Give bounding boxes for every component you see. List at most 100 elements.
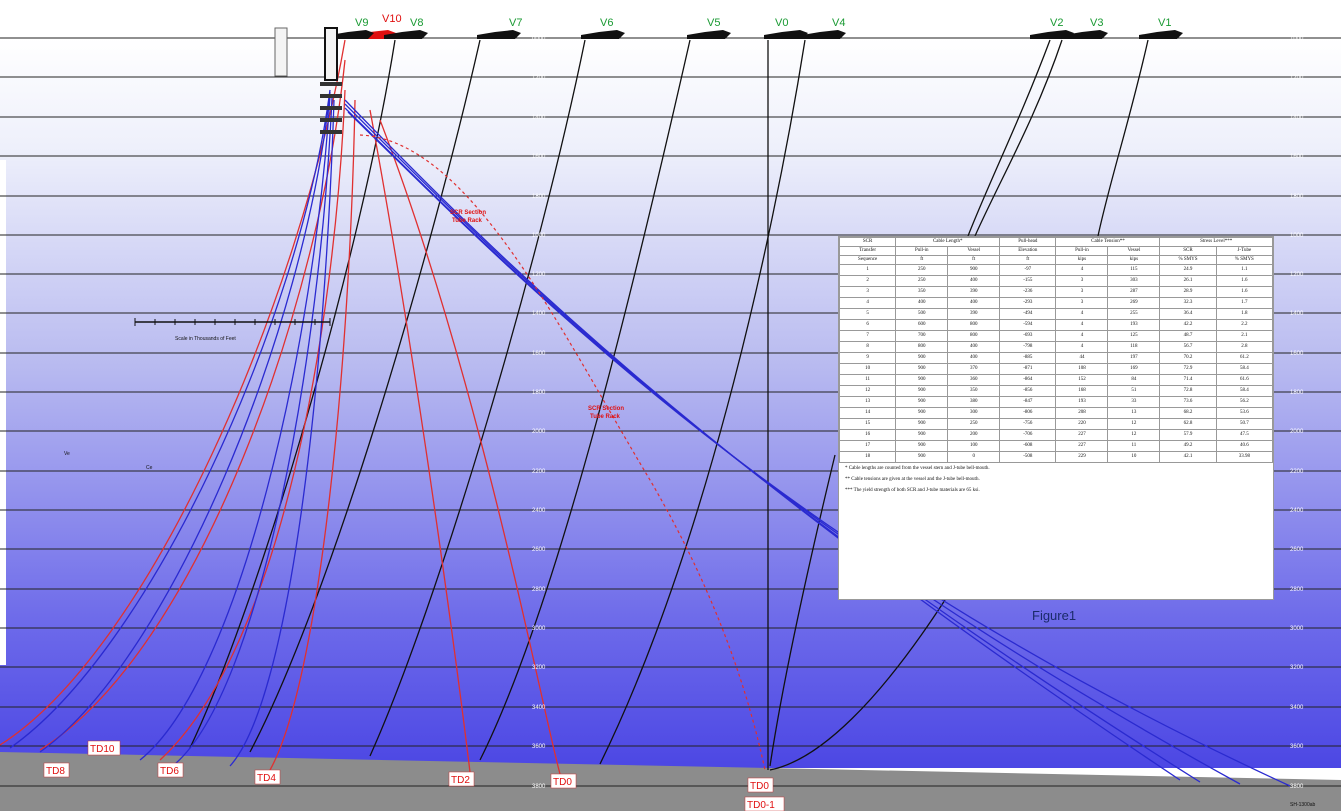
tether-path xyxy=(344,103,1201,783)
col-pull-head: Pull-head xyxy=(999,237,1057,247)
depth-label: 1200 xyxy=(532,75,546,81)
vessel-hull xyxy=(384,30,428,39)
table-cell: 900 xyxy=(895,374,949,386)
depth-label: 2000 xyxy=(532,429,546,435)
mooring-line xyxy=(967,39,1051,237)
table-cell: -798 xyxy=(999,341,1057,353)
table-cell: 3 xyxy=(1055,297,1109,309)
table-cell: 58.4 xyxy=(1215,363,1274,375)
table-cell: 287 xyxy=(1107,286,1161,298)
vessel-label: V7 xyxy=(509,17,522,29)
table-cell: 400 xyxy=(895,297,949,309)
platform-column-right xyxy=(324,27,338,81)
vessel-label: V9 xyxy=(355,17,368,29)
vessel-hull xyxy=(1139,30,1183,39)
table-cell: 4 xyxy=(838,297,897,309)
table-cell: 3 xyxy=(1055,286,1109,298)
vessel-label: V1 xyxy=(1158,17,1171,29)
table-cell: 4 xyxy=(1055,264,1109,276)
unit-header: % SMYS xyxy=(1215,255,1274,265)
table-cell: 13 xyxy=(1107,407,1161,419)
table-cell: 49.2 xyxy=(1159,440,1217,452)
table-cell: 7 xyxy=(838,330,897,342)
table-cell: 68.2 xyxy=(1159,407,1217,419)
figure-caption: Figure1 xyxy=(1032,608,1076,623)
col-cable-tension: Cable Tension** xyxy=(1055,237,1161,247)
table-row: 6 600 800 -594 4 193 42.2 2.2 xyxy=(838,319,1274,331)
depth-label: 3600 xyxy=(1290,744,1304,750)
depth-label: 2200 xyxy=(1290,469,1304,475)
table-cell: 12 xyxy=(1107,429,1161,441)
table-cell: 115 xyxy=(1107,264,1161,276)
scr-section-annotation-2-line2: Tube Rack xyxy=(590,414,621,420)
table-row: 18 900 0 -508 229 10 42.1 33.98 xyxy=(838,451,1274,463)
depth-label: 1200 xyxy=(1290,75,1304,81)
vessel-label: V5 xyxy=(707,17,720,29)
sub-header: J-Tube xyxy=(1215,246,1274,256)
table-cell: 220 xyxy=(1055,418,1109,430)
left-margin-strip xyxy=(0,160,6,665)
scr-section-annotation-1-line2: Tube Rack xyxy=(452,218,483,224)
touchdown-label: TD0 xyxy=(553,777,572,788)
table-cell: 900 xyxy=(895,451,949,463)
scr-path xyxy=(369,109,471,773)
table-cell: 10 xyxy=(838,363,897,375)
table-cell: 13 xyxy=(838,396,897,408)
table-cell: 900 xyxy=(947,264,1001,276)
table-cell: 118 xyxy=(1107,341,1161,353)
vessel-label: V2 xyxy=(1050,17,1063,29)
touchdown-box xyxy=(747,777,774,793)
table-cell: 24.9 xyxy=(1159,264,1217,276)
table-cell: 250 xyxy=(947,418,1001,430)
touchdown-label: TD6 xyxy=(160,766,179,777)
depth-label: 1600 xyxy=(532,351,546,357)
table-cell: 2 xyxy=(838,275,897,287)
table-cell: -806 xyxy=(999,407,1057,419)
table-cell: 3 xyxy=(838,286,897,298)
table-cell: 500 xyxy=(895,308,949,320)
table-cell: 300 xyxy=(947,407,1001,419)
touchdown-label: TD0 xyxy=(750,781,769,792)
table-cell: -155 xyxy=(999,275,1057,287)
touchdown-label: TD10 xyxy=(90,744,115,755)
depth-label: 2600 xyxy=(532,547,546,553)
table-cell: 50.7 xyxy=(1215,418,1274,430)
table-row: 7 700 800 -693 4 125 48.7 2.1 xyxy=(838,330,1274,342)
table-cell: 51 xyxy=(1107,385,1161,397)
table-cell: 42.1 xyxy=(1159,451,1217,463)
scr-paths xyxy=(0,39,561,775)
table-cell: -608 xyxy=(999,440,1057,452)
depth-label: 1400 xyxy=(532,311,546,317)
table-row: 15 900 250 -756 220 12 62.8 50.7 xyxy=(838,418,1274,430)
vessel-hull xyxy=(687,30,731,39)
table-cell: 33.98 xyxy=(1215,451,1274,463)
seabed xyxy=(0,752,1341,811)
table-cell: 1.8 xyxy=(1215,308,1274,320)
table-cell: 168 xyxy=(1055,385,1109,397)
table-cell: 26.1 xyxy=(1159,275,1217,287)
depth-label: 2400 xyxy=(1290,508,1304,514)
table-cell: 4 xyxy=(1055,341,1109,353)
sub-header: Transfer xyxy=(838,246,897,256)
depth-label: 3200 xyxy=(1290,665,1304,671)
table-cell: 800 xyxy=(895,341,949,353)
table-cell: 1.7 xyxy=(1215,297,1274,309)
table-cell: -97 xyxy=(999,264,1057,276)
table-cell: 72.8 xyxy=(1159,385,1217,397)
table-cell: -871 xyxy=(999,363,1057,375)
table-cell: 16 xyxy=(838,429,897,441)
depth-label: 3200 xyxy=(532,665,546,671)
col-cable-length: Cable Length* xyxy=(895,237,1001,247)
table-cell: 250 xyxy=(895,275,949,287)
table-row: 5 500 390 -494 4 255 36.4 1.8 xyxy=(838,308,1274,320)
depth-label: 1800 xyxy=(532,194,546,200)
vessel-hull xyxy=(330,30,374,39)
depth-label: 2600 xyxy=(1290,547,1304,553)
table-cell: 227 xyxy=(1055,429,1109,441)
corner-reference: SH-1300ab xyxy=(1290,802,1316,808)
table-cell: 1.6 xyxy=(1215,275,1274,287)
table-cell: 1.6 xyxy=(1215,286,1274,298)
transfer-sequence-table: SCR Cable Length* Pull-head Cable Tensio… xyxy=(838,236,1274,600)
depth-label: 1400 xyxy=(1290,311,1304,317)
sub-header: Vessel xyxy=(1107,246,1161,256)
